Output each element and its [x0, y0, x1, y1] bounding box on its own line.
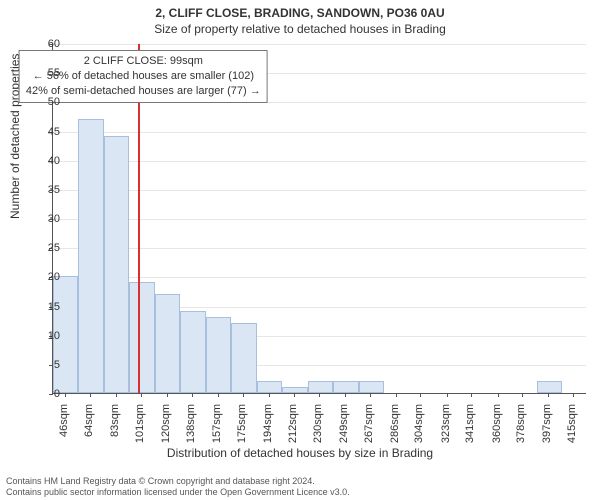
- x-tick-mark: [243, 393, 244, 397]
- x-tick-label: 120sqm: [160, 404, 172, 452]
- x-tick-mark: [396, 393, 397, 397]
- x-tick-mark: [345, 393, 346, 397]
- footer-line2: Contains public sector information licen…: [6, 487, 594, 498]
- histogram-bar: [155, 294, 180, 393]
- x-tick-label: 83sqm: [109, 404, 121, 452]
- y-tick-label: 10: [30, 330, 60, 342]
- histogram-bar: [308, 381, 333, 393]
- x-tick-mark: [167, 393, 168, 397]
- y-tick-label: 5: [30, 359, 60, 371]
- annotation-line2: ← 56% of detached houses are smaller (10…: [26, 69, 261, 84]
- histogram-bar: [78, 119, 103, 393]
- chart-title-sub: Size of property relative to detached ho…: [0, 20, 600, 36]
- x-tick-mark: [573, 393, 574, 397]
- annotation-line3: 42% of semi-detached houses are larger (…: [26, 84, 261, 99]
- y-tick-label: 55: [30, 67, 60, 79]
- histogram-bar: [206, 317, 231, 393]
- histogram-bar: [104, 136, 129, 393]
- x-tick-mark: [471, 393, 472, 397]
- grid-line: [53, 44, 586, 45]
- x-tick-mark: [90, 393, 91, 397]
- x-tick-label: 46sqm: [58, 404, 70, 452]
- y-tick-label: 35: [30, 184, 60, 196]
- histogram-bar: [359, 381, 384, 393]
- grid-line: [53, 161, 586, 162]
- x-tick-label: 64sqm: [83, 404, 95, 452]
- chart-title-main: 2, CLIFF CLOSE, BRADING, SANDOWN, PO36 0…: [0, 0, 600, 20]
- histogram-bar: [231, 323, 256, 393]
- x-tick-label: 194sqm: [262, 404, 274, 452]
- x-tick-mark: [65, 393, 66, 397]
- y-tick-label: 45: [30, 126, 60, 138]
- chart-container: 2, CLIFF CLOSE, BRADING, SANDOWN, PO36 0…: [0, 0, 600, 500]
- histogram-bar: [282, 387, 307, 393]
- histogram-bar: [180, 311, 205, 393]
- x-tick-label: 360sqm: [491, 404, 503, 452]
- chart-area: 2 CLIFF CLOSE: 99sqm ← 56% of detached h…: [52, 44, 586, 394]
- grid-line: [53, 277, 586, 278]
- x-tick-mark: [141, 393, 142, 397]
- y-tick-label: 0: [30, 388, 60, 400]
- x-tick-label: 378sqm: [515, 404, 527, 452]
- x-tick-mark: [522, 393, 523, 397]
- grid-line: [53, 248, 586, 249]
- x-tick-mark: [498, 393, 499, 397]
- grid-line: [53, 190, 586, 191]
- x-tick-mark: [319, 393, 320, 397]
- grid-line: [53, 219, 586, 220]
- grid-line: [53, 132, 586, 133]
- x-tick-label: 323sqm: [440, 404, 452, 452]
- annotation-line1: 2 CLIFF CLOSE: 99sqm: [26, 54, 261, 69]
- histogram-bar: [537, 381, 562, 393]
- x-tick-label: 175sqm: [236, 404, 248, 452]
- x-tick-mark: [116, 393, 117, 397]
- y-tick-label: 30: [30, 213, 60, 225]
- x-tick-label: 101sqm: [134, 404, 146, 452]
- x-tick-label: 249sqm: [338, 404, 350, 452]
- x-tick-label: 230sqm: [312, 404, 324, 452]
- x-tick-label: 157sqm: [211, 404, 223, 452]
- y-tick-label: 50: [30, 96, 60, 108]
- x-tick-mark: [370, 393, 371, 397]
- x-tick-label: 286sqm: [389, 404, 401, 452]
- footer-line1: Contains HM Land Registry data © Crown c…: [6, 476, 594, 487]
- x-tick-mark: [294, 393, 295, 397]
- x-tick-mark: [269, 393, 270, 397]
- x-tick-mark: [548, 393, 549, 397]
- histogram-bar: [333, 381, 358, 393]
- x-tick-label: 212sqm: [287, 404, 299, 452]
- x-tick-label: 341sqm: [464, 404, 476, 452]
- y-tick-label: 40: [30, 155, 60, 167]
- x-tick-label: 304sqm: [413, 404, 425, 452]
- y-tick-label: 25: [30, 242, 60, 254]
- x-tick-mark: [420, 393, 421, 397]
- x-tick-label: 415sqm: [566, 404, 578, 452]
- y-tick-label: 60: [30, 38, 60, 50]
- x-tick-mark: [218, 393, 219, 397]
- x-tick-label: 267sqm: [363, 404, 375, 452]
- x-tick-label: 397sqm: [541, 404, 553, 452]
- x-tick-mark: [192, 393, 193, 397]
- x-tick-label: 138sqm: [185, 404, 197, 452]
- x-tick-mark: [447, 393, 448, 397]
- histogram-bar: [257, 381, 282, 393]
- footer-attribution: Contains HM Land Registry data © Crown c…: [6, 476, 594, 498]
- y-tick-label: 15: [30, 301, 60, 313]
- histogram-bar: [129, 282, 154, 393]
- y-tick-label: 20: [30, 271, 60, 283]
